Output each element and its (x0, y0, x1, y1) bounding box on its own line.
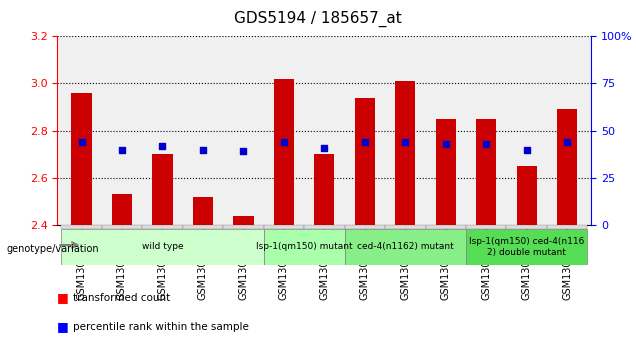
Point (360, 139, 370, 145)
Bar (506, 225, 547, 229)
Text: ■: ■ (57, 320, 69, 333)
Bar (102, 225, 142, 229)
Bar (547, 225, 588, 229)
Bar (112, 195, 132, 225)
Bar (304, 225, 345, 229)
Text: lsp-1(qm150) mutant: lsp-1(qm150) mutant (256, 242, 352, 251)
FancyBboxPatch shape (264, 229, 345, 265)
Bar (355, 98, 375, 225)
Bar (223, 225, 264, 229)
Point (279, 139, 289, 145)
Bar (385, 225, 425, 229)
Bar (193, 197, 213, 225)
Point (522, 147, 532, 152)
Bar (142, 225, 183, 229)
Point (562, 139, 572, 145)
Text: wild type: wild type (142, 242, 183, 251)
Bar (476, 119, 496, 225)
Point (319, 145, 329, 151)
Point (481, 141, 492, 147)
Bar (153, 154, 172, 225)
FancyBboxPatch shape (345, 229, 466, 265)
Text: genotype/variation: genotype/variation (6, 244, 99, 254)
Point (117, 147, 127, 152)
Text: transformed count: transformed count (73, 293, 170, 303)
Bar (345, 225, 385, 229)
Bar (466, 225, 506, 229)
Bar (264, 225, 304, 229)
Bar (395, 81, 415, 225)
Point (76, 139, 86, 145)
Point (157, 143, 167, 149)
Bar (233, 216, 254, 225)
Text: GDS5194 / 185657_at: GDS5194 / 185657_at (234, 11, 402, 27)
Text: lsp-1(qm150) ced-4(n116
2) double mutant: lsp-1(qm150) ced-4(n116 2) double mutant (469, 237, 584, 257)
Bar (425, 225, 466, 229)
Bar (71, 93, 92, 225)
Bar (314, 154, 335, 225)
Point (238, 148, 249, 154)
Text: ced-4(n1162) mutant: ced-4(n1162) mutant (357, 242, 453, 251)
Bar (61, 225, 102, 229)
Bar (273, 79, 294, 225)
Point (400, 139, 410, 145)
Bar (436, 119, 456, 225)
FancyBboxPatch shape (466, 229, 588, 265)
Bar (557, 110, 577, 225)
Bar (516, 166, 537, 225)
Bar (183, 225, 223, 229)
FancyBboxPatch shape (61, 229, 264, 265)
Point (441, 141, 451, 147)
Text: ■: ■ (57, 291, 69, 304)
Point (198, 147, 208, 152)
Text: percentile rank within the sample: percentile rank within the sample (73, 322, 249, 332)
